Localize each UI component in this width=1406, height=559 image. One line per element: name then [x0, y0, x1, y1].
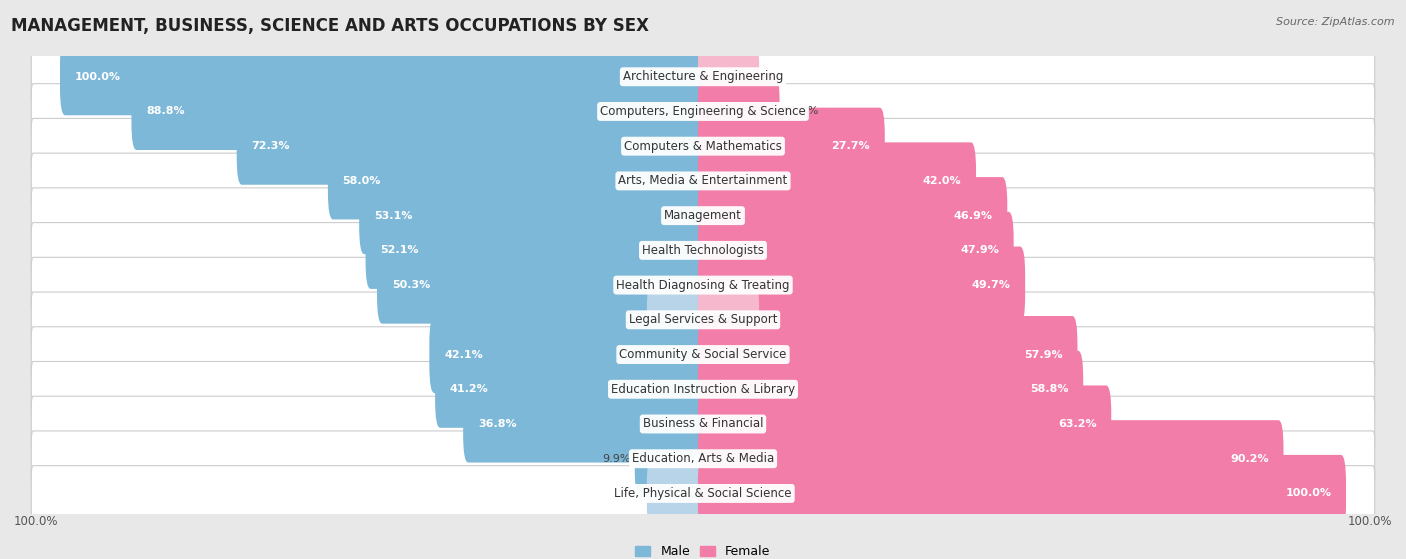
Text: 46.9%: 46.9%	[953, 211, 993, 221]
Text: 58.8%: 58.8%	[1031, 384, 1069, 394]
Text: 27.7%: 27.7%	[831, 141, 870, 151]
Text: 0.0%: 0.0%	[713, 72, 741, 82]
FancyBboxPatch shape	[697, 73, 779, 150]
FancyBboxPatch shape	[697, 212, 1014, 289]
FancyBboxPatch shape	[697, 281, 759, 358]
FancyBboxPatch shape	[31, 466, 1375, 521]
Text: 41.2%: 41.2%	[450, 384, 488, 394]
FancyBboxPatch shape	[429, 316, 709, 393]
Text: 0.0%: 0.0%	[665, 315, 693, 325]
FancyBboxPatch shape	[31, 188, 1375, 243]
FancyBboxPatch shape	[697, 316, 1077, 393]
Text: 100.0%: 100.0%	[75, 72, 121, 82]
FancyBboxPatch shape	[31, 327, 1375, 382]
FancyBboxPatch shape	[647, 455, 709, 532]
FancyBboxPatch shape	[697, 420, 1284, 498]
FancyBboxPatch shape	[697, 108, 884, 184]
Text: 50.3%: 50.3%	[392, 280, 430, 290]
Text: 57.9%: 57.9%	[1024, 349, 1063, 359]
FancyBboxPatch shape	[31, 431, 1375, 486]
Text: 90.2%: 90.2%	[1230, 454, 1268, 464]
FancyBboxPatch shape	[366, 212, 709, 289]
Text: 47.9%: 47.9%	[960, 245, 1000, 255]
Text: 100.0%: 100.0%	[1285, 489, 1331, 499]
FancyBboxPatch shape	[60, 38, 709, 115]
FancyBboxPatch shape	[31, 292, 1375, 348]
Text: 0.0%: 0.0%	[665, 489, 693, 499]
Text: Legal Services & Support: Legal Services & Support	[628, 313, 778, 326]
FancyBboxPatch shape	[131, 73, 709, 150]
FancyBboxPatch shape	[647, 281, 709, 358]
Text: 88.8%: 88.8%	[146, 106, 184, 116]
FancyBboxPatch shape	[31, 257, 1375, 313]
Text: 63.2%: 63.2%	[1057, 419, 1097, 429]
FancyBboxPatch shape	[634, 420, 709, 498]
FancyBboxPatch shape	[359, 177, 709, 254]
FancyBboxPatch shape	[31, 222, 1375, 278]
Text: Health Diagnosing & Treating: Health Diagnosing & Treating	[616, 278, 790, 292]
FancyBboxPatch shape	[31, 396, 1375, 452]
FancyBboxPatch shape	[463, 386, 709, 462]
FancyBboxPatch shape	[31, 84, 1375, 139]
Text: Life, Physical & Social Science: Life, Physical & Social Science	[614, 487, 792, 500]
FancyBboxPatch shape	[697, 247, 1025, 324]
FancyBboxPatch shape	[31, 119, 1375, 174]
FancyBboxPatch shape	[31, 153, 1375, 209]
Text: Computers, Engineering & Science: Computers, Engineering & Science	[600, 105, 806, 118]
Text: 53.1%: 53.1%	[374, 211, 412, 221]
FancyBboxPatch shape	[697, 350, 1083, 428]
FancyBboxPatch shape	[697, 38, 759, 115]
Text: Business & Financial: Business & Financial	[643, 418, 763, 430]
Text: 58.0%: 58.0%	[343, 176, 381, 186]
FancyBboxPatch shape	[31, 49, 1375, 105]
Text: 100.0%: 100.0%	[14, 515, 59, 528]
FancyBboxPatch shape	[697, 177, 1007, 254]
FancyBboxPatch shape	[697, 143, 976, 220]
Text: Community & Social Service: Community & Social Service	[619, 348, 787, 361]
Text: Arts, Media & Entertainment: Arts, Media & Entertainment	[619, 174, 787, 187]
Text: 9.9%: 9.9%	[602, 454, 630, 464]
Legend: Male, Female: Male, Female	[630, 540, 776, 559]
Text: 0.0%: 0.0%	[713, 315, 741, 325]
Text: MANAGEMENT, BUSINESS, SCIENCE AND ARTS OCCUPATIONS BY SEX: MANAGEMENT, BUSINESS, SCIENCE AND ARTS O…	[11, 17, 650, 35]
Text: Computers & Mathematics: Computers & Mathematics	[624, 140, 782, 153]
FancyBboxPatch shape	[236, 108, 709, 184]
Text: Architecture & Engineering: Architecture & Engineering	[623, 70, 783, 83]
Text: Education, Arts & Media: Education, Arts & Media	[631, 452, 775, 465]
Text: 72.3%: 72.3%	[252, 141, 290, 151]
FancyBboxPatch shape	[697, 455, 1346, 532]
Text: 52.1%: 52.1%	[380, 245, 419, 255]
Text: 42.1%: 42.1%	[444, 349, 482, 359]
Text: Management: Management	[664, 209, 742, 222]
Text: 42.0%: 42.0%	[922, 176, 962, 186]
FancyBboxPatch shape	[328, 143, 709, 220]
Text: Health Technologists: Health Technologists	[643, 244, 763, 257]
FancyBboxPatch shape	[31, 362, 1375, 417]
FancyBboxPatch shape	[697, 386, 1111, 462]
Text: 100.0%: 100.0%	[1347, 515, 1392, 528]
Text: 49.7%: 49.7%	[972, 280, 1011, 290]
FancyBboxPatch shape	[434, 350, 709, 428]
FancyBboxPatch shape	[377, 247, 709, 324]
Text: 11.2%: 11.2%	[785, 106, 820, 116]
Text: 36.8%: 36.8%	[478, 419, 516, 429]
Text: Source: ZipAtlas.com: Source: ZipAtlas.com	[1277, 17, 1395, 27]
Text: Education Instruction & Library: Education Instruction & Library	[612, 383, 794, 396]
